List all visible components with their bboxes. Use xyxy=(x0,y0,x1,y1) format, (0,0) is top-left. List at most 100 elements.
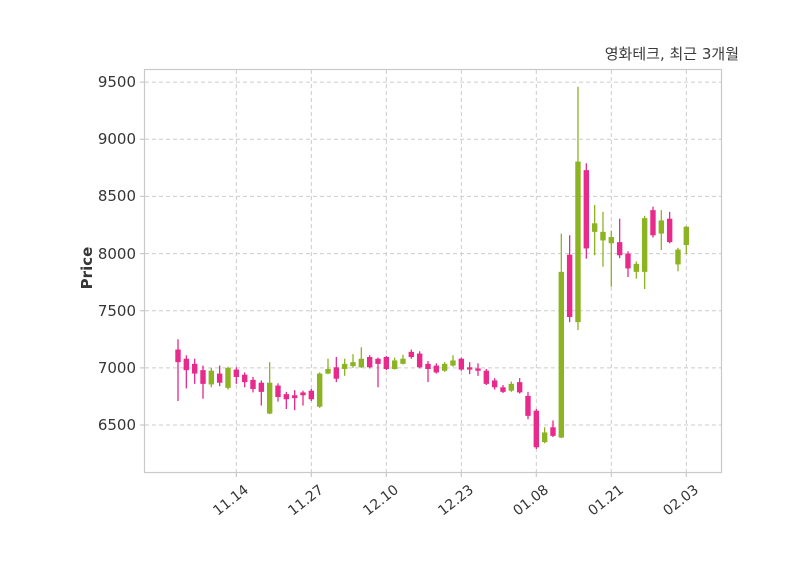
candle-body xyxy=(683,226,690,245)
candle-body xyxy=(625,253,631,269)
candle xyxy=(591,205,598,256)
candle-body xyxy=(416,353,423,368)
candle xyxy=(658,210,665,251)
candle xyxy=(300,390,306,406)
candle-body xyxy=(508,383,515,391)
candle xyxy=(583,163,590,259)
candles xyxy=(175,86,690,449)
candle-body xyxy=(633,263,640,272)
candle-body xyxy=(191,363,198,374)
candle-body xyxy=(541,432,548,443)
candle-body xyxy=(375,358,381,364)
candle-body xyxy=(666,218,673,243)
candle-body xyxy=(333,367,340,379)
candle-body xyxy=(650,210,656,236)
candle xyxy=(366,355,373,369)
candle xyxy=(208,367,215,388)
candle xyxy=(375,357,381,388)
plot-area xyxy=(144,69,722,473)
candle-body xyxy=(225,367,231,388)
candle xyxy=(683,226,690,255)
candle xyxy=(316,372,323,408)
candle-body xyxy=(441,363,448,371)
candle-body xyxy=(475,368,481,371)
candle-body xyxy=(583,170,590,249)
candle xyxy=(308,389,315,401)
candle-body xyxy=(658,220,665,234)
y-tick-label: 8500 xyxy=(97,187,136,206)
candle-body xyxy=(525,395,531,416)
candle xyxy=(675,247,681,272)
candle-body xyxy=(616,242,623,256)
candle xyxy=(225,366,231,390)
candle xyxy=(516,378,523,394)
candle-body xyxy=(641,218,648,272)
candle xyxy=(250,377,256,393)
candle xyxy=(258,380,265,406)
candle-body xyxy=(316,373,323,407)
candle xyxy=(425,361,431,383)
candle-body xyxy=(550,427,556,436)
candle-body xyxy=(458,358,465,370)
candle-body xyxy=(175,349,181,363)
candle-body xyxy=(208,370,215,385)
candle xyxy=(383,355,390,371)
candle-body xyxy=(341,363,348,369)
y-tick-label: 9500 xyxy=(97,73,136,92)
candle xyxy=(191,358,198,384)
candle xyxy=(575,86,581,331)
candle xyxy=(216,365,223,387)
candle-body xyxy=(200,370,206,384)
candle xyxy=(400,354,406,365)
candle-body xyxy=(466,367,473,370)
candle-body xyxy=(675,249,681,265)
chart-title: 영화테크, 최근 3개월 xyxy=(604,45,739,63)
candle xyxy=(408,349,415,359)
candle-body xyxy=(591,223,598,232)
candle xyxy=(533,409,540,449)
candle xyxy=(433,363,440,374)
candle xyxy=(291,390,298,411)
candle-body xyxy=(233,369,240,377)
candle-body xyxy=(383,357,390,369)
candle-body xyxy=(308,390,315,400)
candle xyxy=(525,391,531,420)
candle xyxy=(558,233,565,439)
candle-body xyxy=(483,370,490,384)
candle-body xyxy=(241,374,248,383)
axis-tick-marks xyxy=(140,81,687,477)
candle-body xyxy=(608,237,615,244)
candle xyxy=(641,215,648,289)
candle xyxy=(600,211,606,267)
candle-body xyxy=(558,271,565,438)
candle-body xyxy=(300,392,306,396)
candle-body xyxy=(516,382,523,393)
candle xyxy=(283,391,290,409)
candle-body xyxy=(283,394,290,400)
candle xyxy=(241,372,248,388)
candle xyxy=(475,363,481,376)
candle-body xyxy=(500,387,506,392)
candle xyxy=(333,357,340,383)
candle xyxy=(608,230,615,287)
y-tick-label: 7500 xyxy=(97,301,136,320)
candle xyxy=(350,354,356,368)
plot-border xyxy=(143,68,723,474)
candle xyxy=(450,355,456,367)
candle xyxy=(666,211,673,244)
candle-body xyxy=(266,382,273,414)
candle-body xyxy=(250,379,256,389)
candle-body xyxy=(391,360,398,369)
candle xyxy=(633,261,640,279)
candle xyxy=(566,235,573,323)
candle-body xyxy=(400,358,406,364)
candle-body xyxy=(358,358,365,368)
candle xyxy=(458,357,465,371)
candle xyxy=(183,355,190,389)
y-tick-label: 6500 xyxy=(97,416,136,434)
y-tick-label: 9000 xyxy=(97,130,136,149)
candle xyxy=(441,362,448,372)
candle-body xyxy=(533,410,540,448)
candle xyxy=(175,339,181,401)
